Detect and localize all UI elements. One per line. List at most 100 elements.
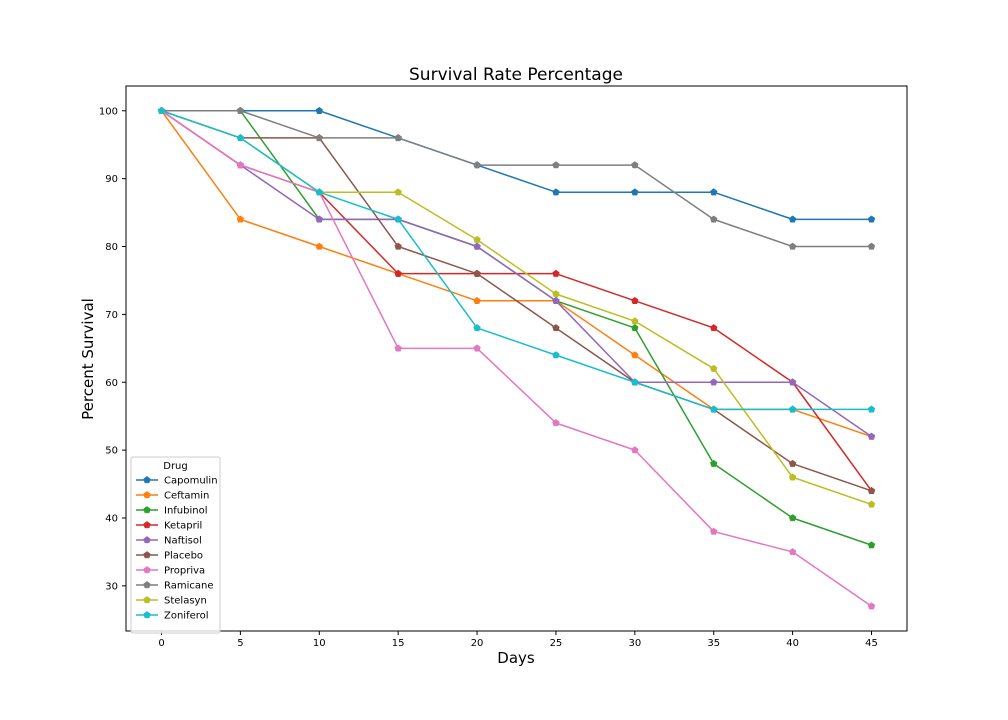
data-point-zoniferol bbox=[157, 106, 166, 114]
series-line-naftisol bbox=[161, 110, 872, 438]
data-point-zoniferol bbox=[473, 324, 481, 332]
series-line-propriva bbox=[161, 110, 872, 607]
x-axis-label: Days bbox=[497, 649, 535, 667]
legend-item: Ketapril bbox=[136, 521, 202, 532]
data-point-ketapril bbox=[710, 324, 718, 332]
x-tick-label: 20 bbox=[471, 638, 484, 649]
legend-item: Naftisol bbox=[136, 536, 202, 547]
data-point-propriva bbox=[631, 446, 639, 454]
x-tick-label: 35 bbox=[707, 638, 720, 649]
series-line-placebo bbox=[161, 110, 872, 492]
legend-swatch-marker bbox=[143, 611, 151, 619]
data-point-capomulin bbox=[867, 215, 876, 223]
series-line-zoniferol bbox=[161, 110, 872, 411]
data-point-ceftamin bbox=[315, 242, 323, 250]
data-point-placebo bbox=[552, 324, 560, 332]
data-point-ramicane bbox=[473, 161, 481, 169]
series-line-capomulin bbox=[161, 110, 872, 221]
data-point-naftisol bbox=[552, 296, 560, 304]
y-axis-label: Percent Survival bbox=[79, 298, 97, 420]
data-point-stelasyn bbox=[631, 317, 639, 325]
data-point-ramicane bbox=[315, 134, 323, 142]
data-point-capomulin bbox=[788, 215, 797, 223]
y-tick-label: 50 bbox=[105, 446, 118, 457]
x-tick-label: 5 bbox=[237, 638, 243, 649]
y-tick-label: 30 bbox=[105, 581, 118, 592]
legend-item: Stelasyn bbox=[136, 596, 207, 607]
data-point-propriva bbox=[788, 548, 797, 556]
y-tick-label: 80 bbox=[105, 242, 118, 253]
axes-frame bbox=[125, 85, 908, 632]
data-point-propriva bbox=[867, 602, 876, 610]
series-line-ramicane bbox=[161, 110, 872, 248]
legend-item: Capomulin bbox=[136, 476, 218, 487]
legend-label: Ketapril bbox=[164, 521, 202, 532]
data-point-zoniferol bbox=[631, 378, 639, 386]
data-point-zoniferol bbox=[710, 405, 718, 413]
data-point-placebo bbox=[473, 269, 481, 277]
data-point-naftisol bbox=[315, 215, 323, 223]
series-zoniferol bbox=[157, 106, 876, 413]
data-point-naftisol bbox=[473, 242, 481, 250]
legend-item: Zoniferol bbox=[136, 611, 209, 622]
data-point-zoniferol bbox=[394, 215, 402, 223]
data-point-capomulin bbox=[552, 188, 560, 196]
legend-label: Infubinol bbox=[164, 506, 208, 517]
x-tick-label: 45 bbox=[865, 638, 878, 649]
data-point-ketapril bbox=[631, 296, 639, 304]
data-point-capomulin bbox=[710, 188, 718, 196]
legend: Drug Capomulin Ceftamin Infubinol Ketapril Na… bbox=[130, 456, 221, 634]
data-point-stelasyn bbox=[867, 500, 876, 508]
data-point-zoniferol bbox=[236, 134, 245, 142]
data-point-infubinol bbox=[867, 541, 876, 549]
legend-label: Placebo bbox=[164, 551, 203, 562]
legend-box bbox=[130, 456, 221, 634]
y-tick-label: 60 bbox=[105, 378, 118, 389]
legend-item: Placebo bbox=[136, 551, 203, 562]
data-point-capomulin bbox=[631, 188, 639, 196]
y-tick-label: 70 bbox=[105, 310, 118, 321]
legend-item: Ceftamin bbox=[136, 491, 209, 502]
x-tick-label: 25 bbox=[550, 638, 563, 649]
data-point-propriva bbox=[710, 527, 718, 535]
data-point-naftisol bbox=[788, 378, 797, 386]
y-tick-label: 90 bbox=[105, 174, 118, 185]
data-point-ketapril bbox=[552, 269, 560, 277]
data-point-infubinol bbox=[788, 514, 797, 522]
legend-label: Naftisol bbox=[164, 536, 202, 547]
data-point-placebo bbox=[394, 242, 402, 250]
data-point-propriva bbox=[394, 344, 402, 352]
data-point-propriva bbox=[552, 419, 560, 427]
legend-item: Ramicane bbox=[136, 581, 214, 592]
legend-item: Propriva bbox=[136, 566, 205, 577]
data-point-zoniferol bbox=[867, 405, 876, 413]
data-point-ketapril bbox=[394, 269, 402, 277]
legend-label: Zoniferol bbox=[164, 611, 209, 622]
data-point-ramicane bbox=[552, 161, 560, 169]
data-point-capomulin bbox=[315, 106, 323, 114]
data-point-ramicane bbox=[710, 215, 718, 223]
legend-title: Drug bbox=[163, 461, 188, 472]
data-point-stelasyn bbox=[552, 290, 560, 298]
legend-swatch-marker bbox=[143, 521, 151, 529]
x-tick-label: 30 bbox=[628, 638, 641, 649]
data-point-ramicane bbox=[867, 242, 876, 250]
data-point-ramicane bbox=[236, 106, 245, 114]
y-tick-label: 40 bbox=[105, 513, 118, 524]
y-tick-label: 100 bbox=[99, 106, 118, 117]
legend-swatch-marker bbox=[143, 506, 151, 514]
data-point-stelasyn bbox=[473, 235, 481, 243]
plot-area: 0 5 10 15 20 25 30 35 40 45 30 40 50 60 70 80 90 100 bbox=[99, 85, 908, 649]
data-point-zoniferol bbox=[315, 188, 323, 196]
data-point-ramicane bbox=[788, 242, 797, 250]
legend-swatch-marker bbox=[143, 491, 151, 499]
legend-label: Stelasyn bbox=[164, 596, 207, 607]
data-point-infubinol bbox=[710, 459, 718, 467]
legend-swatch-marker bbox=[143, 476, 151, 484]
data-point-naftisol bbox=[710, 378, 718, 386]
legend-label: Ramicane bbox=[164, 581, 214, 592]
legend-swatch-marker bbox=[143, 566, 151, 574]
x-tick-label: 40 bbox=[786, 638, 799, 649]
legend-swatch-marker bbox=[143, 536, 151, 544]
